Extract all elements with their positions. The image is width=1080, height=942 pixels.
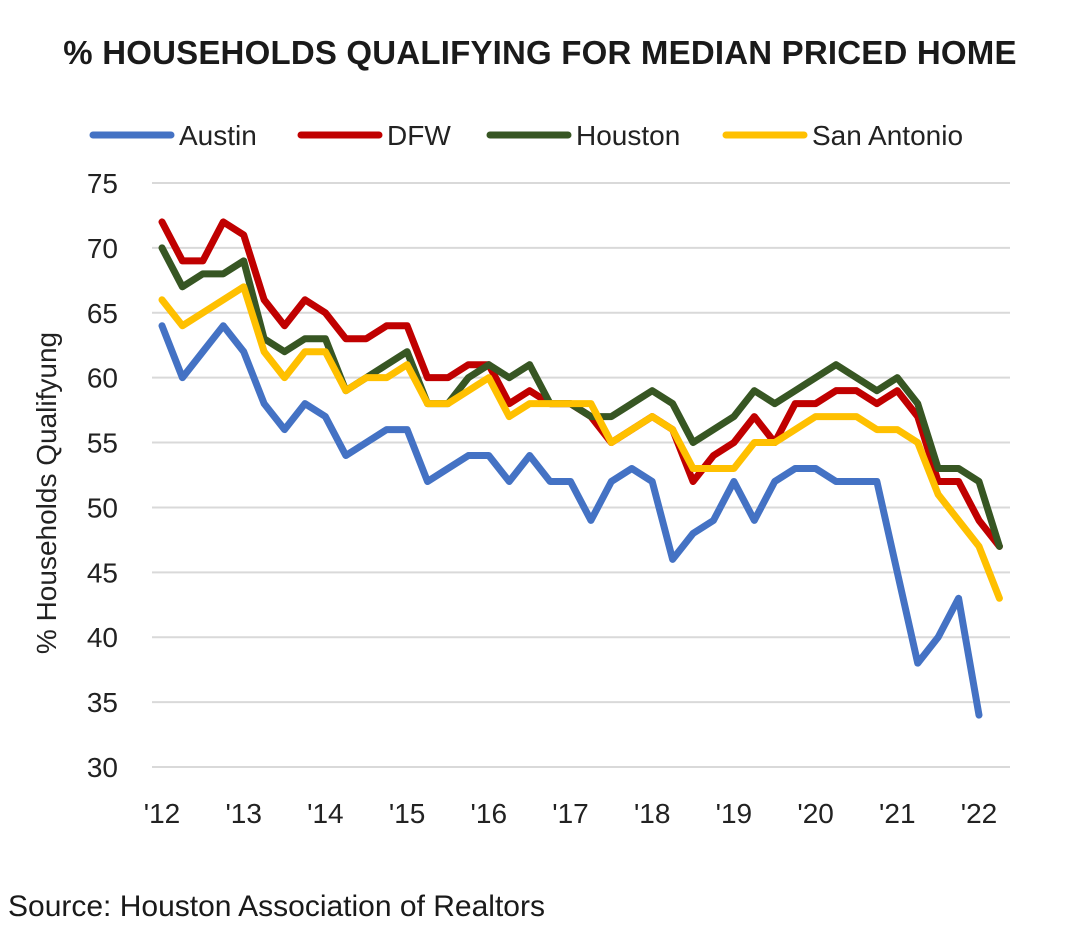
series-lines [158,218,1003,719]
source-note: Source: Houston Association of Realtors [8,890,545,923]
series-line-houston [158,244,1003,550]
x-tick-label: '19 [716,798,753,829]
x-tick-label: '15 [389,798,426,829]
y-tick-label: 50 [87,492,118,523]
legend-label: Austin [179,120,257,151]
x-tick-label: '12 [144,798,181,829]
x-tick-label: '16 [471,798,508,829]
y-tick-label: 45 [87,557,118,588]
legend-label: San Antonio [812,120,963,151]
legend-label: Houston [576,120,680,151]
y-tick-label: 60 [87,363,118,394]
y-axis-label: % Households Qualifyung [31,332,62,654]
x-tick-label: '18 [634,798,671,829]
x-tick-label: '21 [879,798,916,829]
y-tick-labels: 30 35 40 45 50 55 60 65 70 75 [87,168,118,783]
y-tick-label: 65 [87,298,118,329]
y-tick-label: 55 [87,428,118,459]
chart-title: % HOUSEHOLDS QUALIFYING FOR MEDIAN PRICE… [63,34,1017,71]
y-tick-label: 40 [87,622,118,653]
legend: Austin DFW Houston San Antonio [89,120,963,151]
y-tick-label: 75 [87,168,118,199]
grid-lines [152,182,1010,768]
y-tick-label: 70 [87,233,118,264]
y-tick-label: 30 [87,752,118,783]
x-tick-label: '22 [961,798,998,829]
y-tick-label: 35 [87,687,118,718]
x-tick-label: '14 [307,798,344,829]
x-tick-label: '20 [797,798,834,829]
x-tick-label: '17 [552,798,589,829]
series-line-san-antonio [158,283,1003,602]
x-tick-label: '13 [225,798,262,829]
x-tick-labels: '12 '13 '14 '15 '16 '17 '18 '19 '20 '21 '22 [144,798,998,829]
legend-label: DFW [387,120,451,151]
series-line-austin [158,322,983,719]
